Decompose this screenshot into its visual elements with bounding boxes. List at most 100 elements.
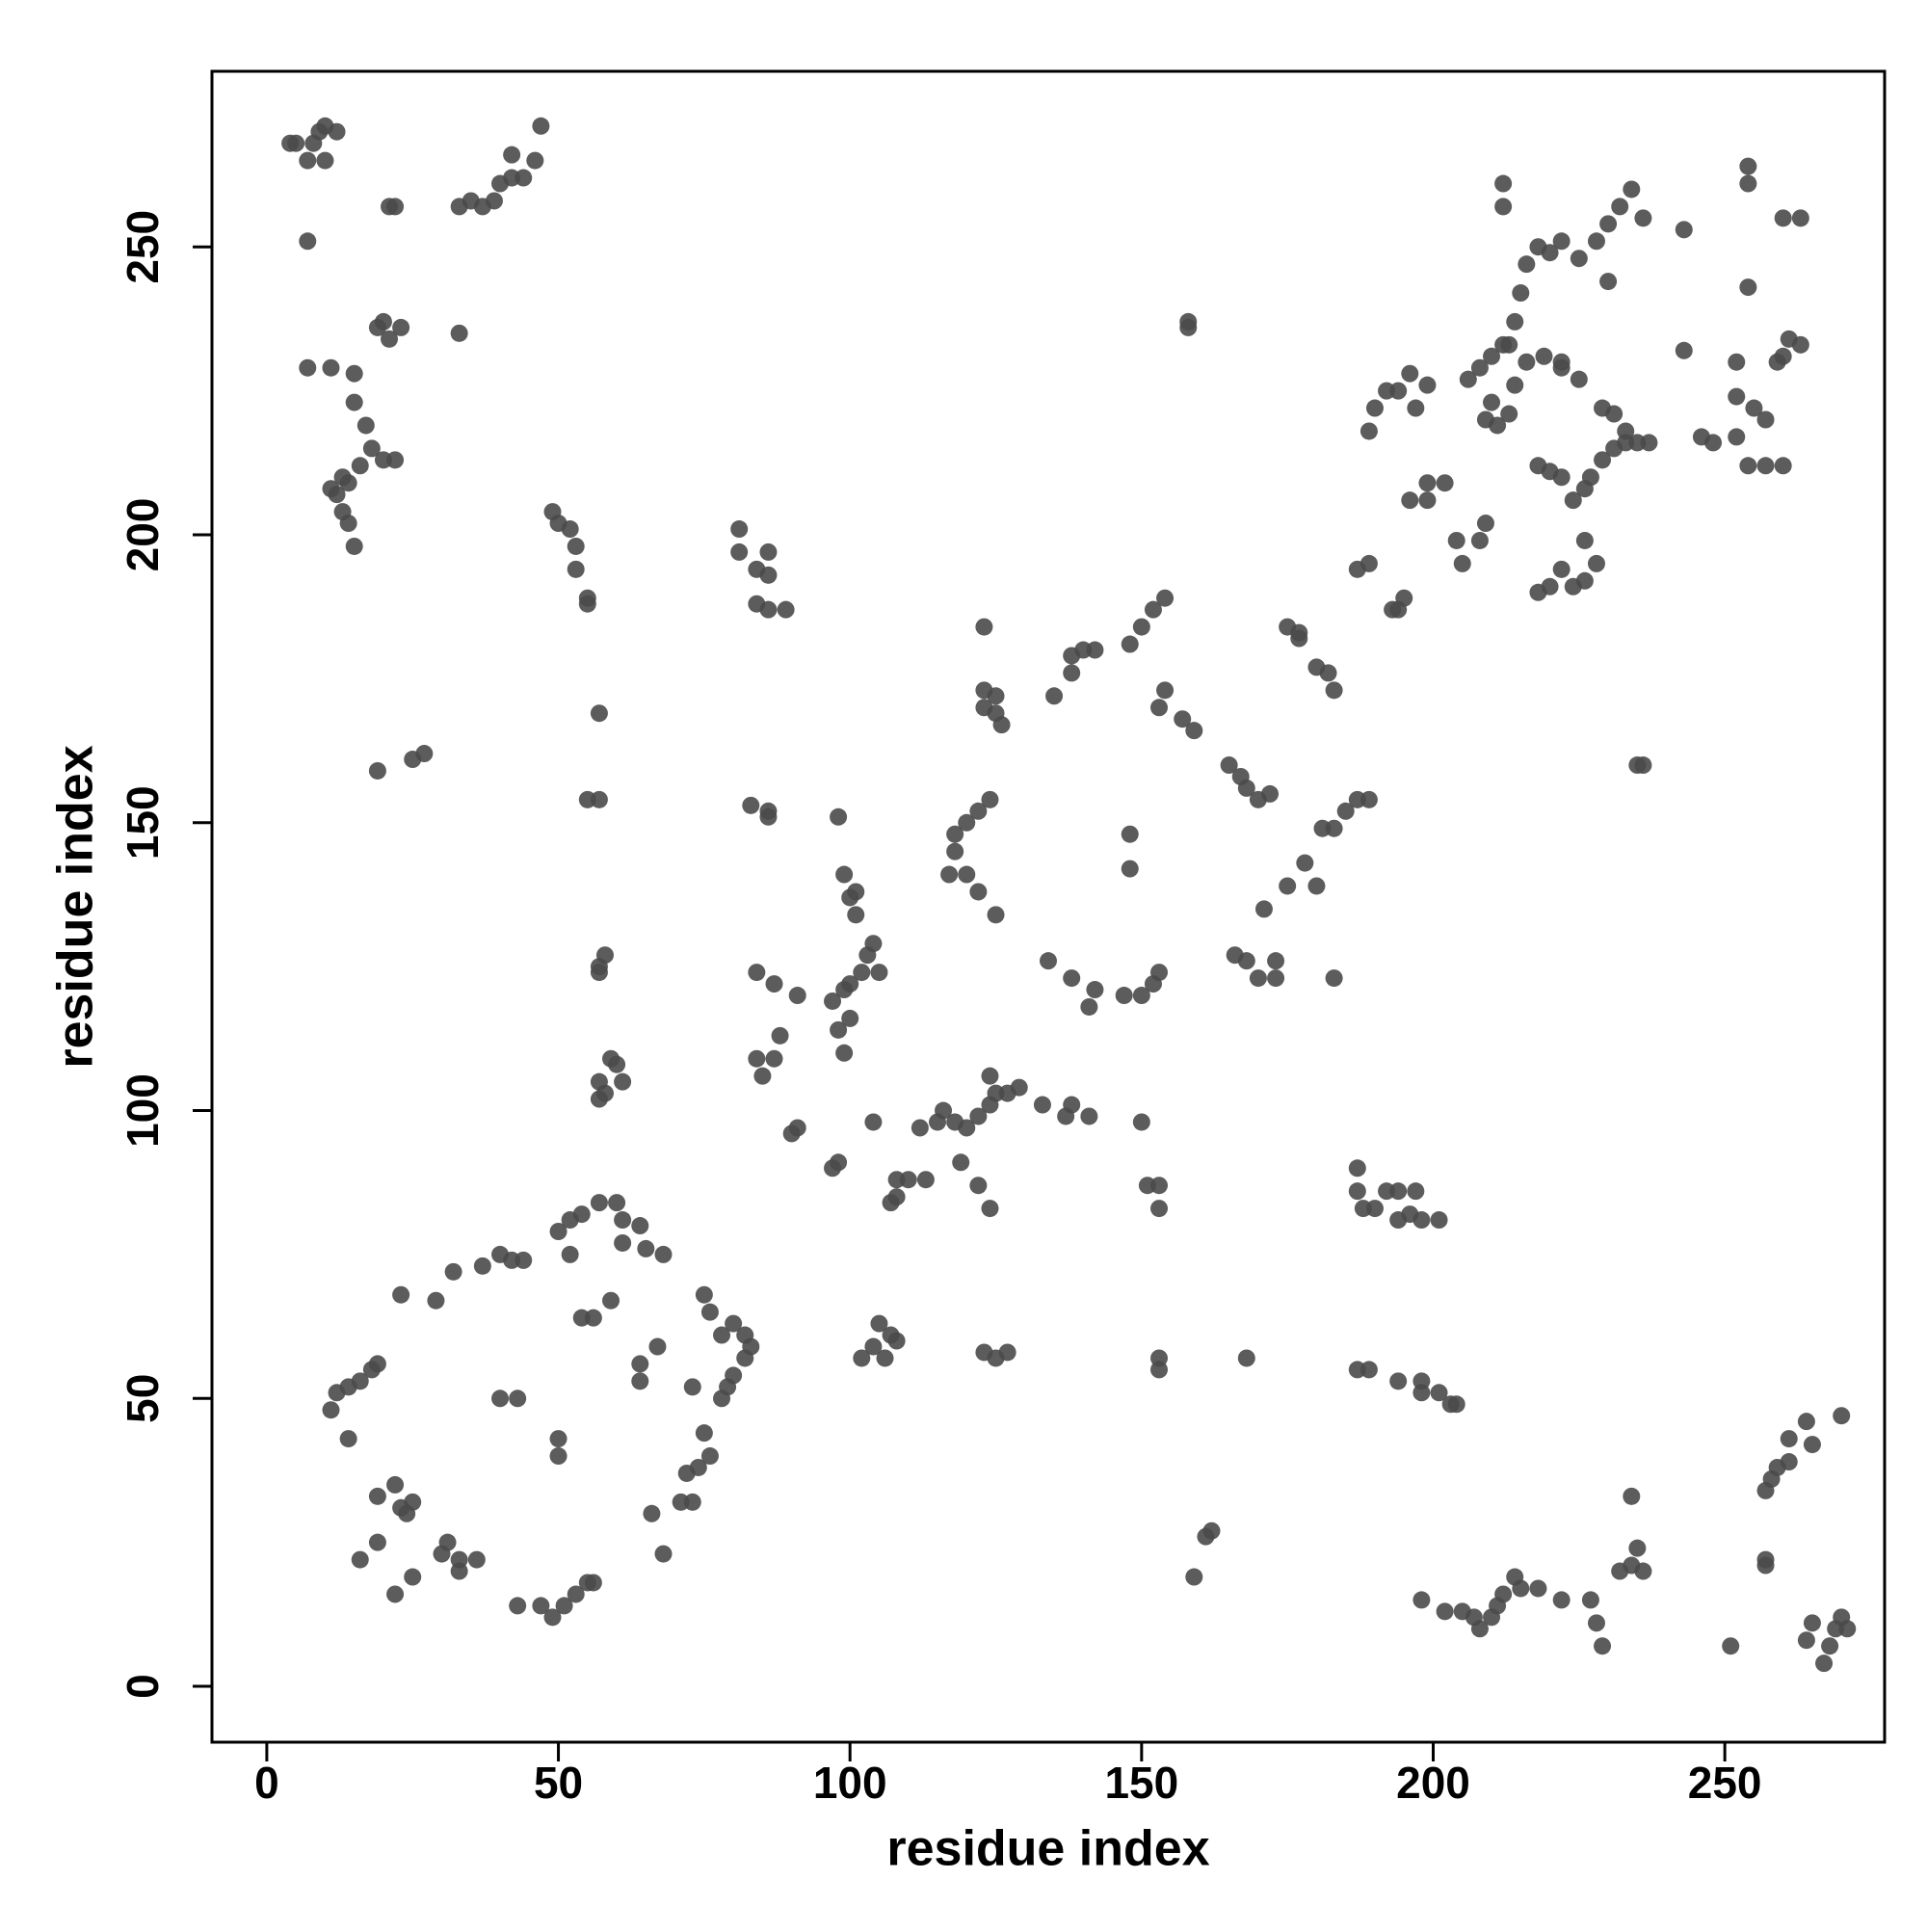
point <box>345 364 363 383</box>
point <box>1237 779 1255 797</box>
point <box>771 1026 789 1045</box>
point <box>700 1303 719 1321</box>
point <box>958 865 976 884</box>
y-tick-label: 100 <box>118 1073 168 1148</box>
point <box>1552 353 1571 371</box>
point <box>1045 687 1064 705</box>
point <box>1581 468 1599 487</box>
point <box>614 1233 632 1252</box>
point <box>1407 399 1425 417</box>
point <box>654 1245 673 1263</box>
point <box>643 1504 661 1522</box>
point <box>549 1447 568 1466</box>
point <box>1436 1602 1454 1621</box>
point <box>759 600 778 619</box>
point <box>847 906 865 924</box>
point <box>515 1251 533 1269</box>
point <box>730 520 749 539</box>
point <box>911 1119 929 1137</box>
point <box>356 416 375 435</box>
y-tick-label: 200 <box>118 498 168 572</box>
point <box>1739 157 1757 175</box>
point <box>1359 422 1378 440</box>
point <box>1605 405 1623 423</box>
point <box>1739 278 1757 297</box>
point <box>1237 952 1255 970</box>
point <box>759 566 778 584</box>
plot-frame <box>210 69 1887 1744</box>
point <box>870 1314 888 1333</box>
point <box>584 1574 602 1592</box>
point <box>700 1447 719 1466</box>
x-tick-label: 100 <box>813 1758 887 1808</box>
point <box>1296 854 1314 872</box>
point <box>1121 860 1139 878</box>
point <box>1594 451 1612 469</box>
point <box>392 318 410 336</box>
point <box>1430 1211 1448 1230</box>
point <box>1617 422 1635 440</box>
point <box>1756 457 1775 475</box>
point <box>830 807 848 826</box>
point <box>1202 1522 1221 1540</box>
point <box>1156 589 1175 607</box>
point <box>567 1585 585 1603</box>
point <box>1132 618 1150 636</box>
point <box>1476 515 1494 533</box>
point <box>1594 1637 1612 1655</box>
point <box>316 151 334 170</box>
point <box>788 1119 806 1137</box>
point <box>362 439 381 458</box>
x-tick-label: 0 <box>254 1758 279 1808</box>
point <box>1040 952 1057 970</box>
point <box>654 1545 673 1563</box>
point <box>1220 756 1238 775</box>
point <box>1174 710 1192 728</box>
point <box>1483 393 1501 411</box>
point <box>503 146 521 164</box>
point <box>1237 1349 1255 1367</box>
point <box>683 1378 701 1396</box>
point <box>578 595 596 613</box>
point <box>695 1285 713 1304</box>
point <box>981 1200 999 1218</box>
point <box>1359 1361 1378 1379</box>
point <box>595 946 614 965</box>
point <box>1254 900 1273 918</box>
point <box>1185 722 1203 740</box>
point <box>381 330 399 348</box>
point <box>1325 681 1343 700</box>
point <box>1512 284 1530 303</box>
point <box>450 1562 468 1580</box>
point <box>1150 964 1169 982</box>
point <box>561 520 579 539</box>
point <box>1348 1182 1366 1201</box>
point <box>608 1055 626 1073</box>
point <box>1447 531 1465 549</box>
point <box>1150 1177 1169 1195</box>
point <box>1797 1413 1815 1431</box>
point <box>1150 1361 1169 1379</box>
point <box>515 169 533 187</box>
point <box>1348 1159 1366 1178</box>
point <box>847 883 865 901</box>
point <box>975 618 993 636</box>
point <box>549 1430 568 1448</box>
point <box>958 1119 976 1137</box>
point <box>1581 1591 1599 1609</box>
point <box>351 1372 369 1390</box>
point <box>853 964 871 982</box>
point <box>981 1067 999 1085</box>
point <box>1739 457 1757 475</box>
point <box>345 393 363 411</box>
point <box>509 1597 527 1615</box>
point <box>1033 1096 1051 1114</box>
point <box>467 1550 486 1569</box>
point <box>1797 1631 1815 1650</box>
point <box>1570 370 1588 388</box>
point <box>1628 1539 1647 1557</box>
point <box>1418 491 1437 510</box>
point <box>1518 255 1536 274</box>
point <box>444 1262 462 1281</box>
